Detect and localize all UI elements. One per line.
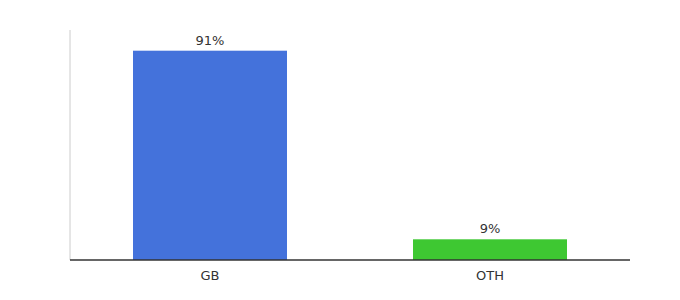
bar — [133, 51, 287, 260]
bar — [413, 239, 567, 260]
data-label: 9% — [480, 221, 501, 236]
chart-container: 91% 9% GB OTH — [0, 0, 680, 300]
x-tick-label: GB — [201, 268, 220, 283]
x-tick-label: OTH — [476, 268, 504, 283]
data-labels: 91% 9% — [196, 33, 501, 237]
chart: 91% 9% GB OTH — [0, 0, 680, 300]
data-label: 91% — [196, 33, 225, 48]
axes: GB OTH — [70, 30, 630, 283]
bars — [133, 51, 567, 260]
y-axis-line — [70, 30, 71, 260]
x-axis-line — [70, 259, 630, 261]
